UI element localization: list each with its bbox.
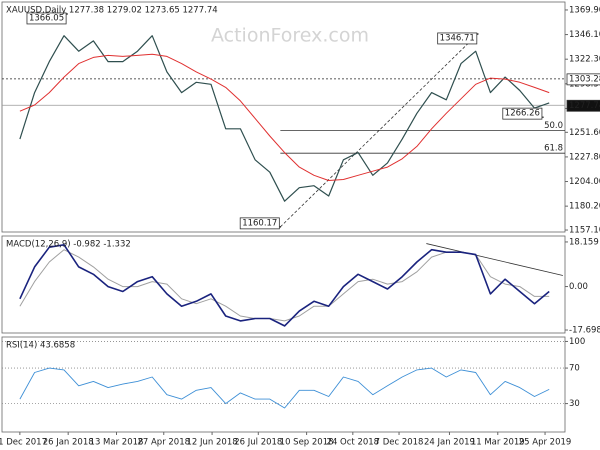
series-line — [19, 367, 550, 409]
level-label: 61.8 — [544, 144, 563, 154]
y-tick-label: 30 — [569, 399, 580, 409]
x-tick-label: 11 Mar 2019 — [471, 438, 525, 448]
y-tick-label: 18.159 — [569, 237, 599, 247]
trend-line — [280, 33, 479, 228]
series-line — [19, 53, 550, 181]
x-tick-label: 25 Apr 2019 — [519, 438, 572, 448]
y-tick-label: 1204.00 — [569, 177, 600, 187]
annotation-point — [477, 33, 479, 35]
y-tick-label: 0.00 — [569, 282, 588, 292]
x-tick-label: 26 Jul 2018 — [234, 438, 282, 448]
x-tick-label: 27 Apr 2018 — [137, 438, 190, 448]
annotation-point — [542, 116, 544, 118]
x-tick-label: 24 Jan 2019 — [424, 438, 475, 448]
annotation-label: 1160.17 — [242, 218, 277, 228]
x-tick-label: 11 Dec 2017 — [0, 438, 47, 448]
y-tick-label: 1157.10 — [569, 226, 600, 236]
panel-frame — [1, 235, 566, 334]
annotation-label: 1346.71 — [440, 33, 475, 43]
watermark: ActionForex.com — [211, 25, 369, 47]
y-tick-label: 100 — [569, 337, 585, 347]
panel-title: MACD(12,26,9) -0.982 -1.332 — [6, 240, 131, 250]
annotation-box — [566, 99, 600, 112]
level-label: 50.0 — [544, 121, 563, 131]
trend-line — [426, 243, 563, 276]
panel-frame — [1, 336, 566, 433]
y-tick-label: 1322.30 — [569, 55, 600, 65]
x-tick-label: 10 Sep 2018 — [280, 438, 334, 448]
y-tick-label: 70 — [569, 364, 580, 374]
y-tick-label: -17.698 — [569, 326, 600, 336]
panel-frame — [1, 1, 566, 233]
y-tick-label: 1369.90 — [569, 5, 600, 15]
annotation-point — [66, 13, 68, 15]
annotation-box — [26, 12, 67, 25]
annotation-box — [502, 107, 543, 120]
y-tick-label: 1346.10 — [569, 30, 600, 40]
x-tick-label: 26 Jan 2018 — [43, 438, 94, 448]
panel-title: RSI(14) 43.6858 — [6, 341, 75, 351]
annotation-box — [566, 73, 600, 86]
x-tick-label: 13 Mar 2018 — [90, 438, 144, 448]
annotation-point — [279, 226, 282, 228]
y-tick-label: 1180.20 — [569, 202, 600, 212]
annotation-label: 1366.05 — [29, 13, 64, 23]
annotation-box — [239, 217, 280, 230]
annotation-box — [437, 32, 478, 45]
x-tick-label: 12 Jun 2018 — [187, 438, 238, 448]
annotation-label: 1303.28 — [569, 74, 600, 84]
panel-title: XAUUSD,Daily 1277.38 1279.02 1273.65 127… — [6, 6, 218, 16]
annotation-label: 1266.26 — [505, 109, 540, 119]
series-line — [19, 244, 550, 327]
y-tick-label: 1251.60 — [569, 128, 600, 138]
x-tick-label: 7 Dec 2018 — [375, 438, 424, 448]
x-tick-label: 24 Oct 2018 — [327, 438, 380, 448]
y-tick-label: 1227.80 — [569, 152, 600, 162]
annotation-label: 1277.74 — [569, 101, 600, 111]
series-line — [19, 35, 550, 202]
